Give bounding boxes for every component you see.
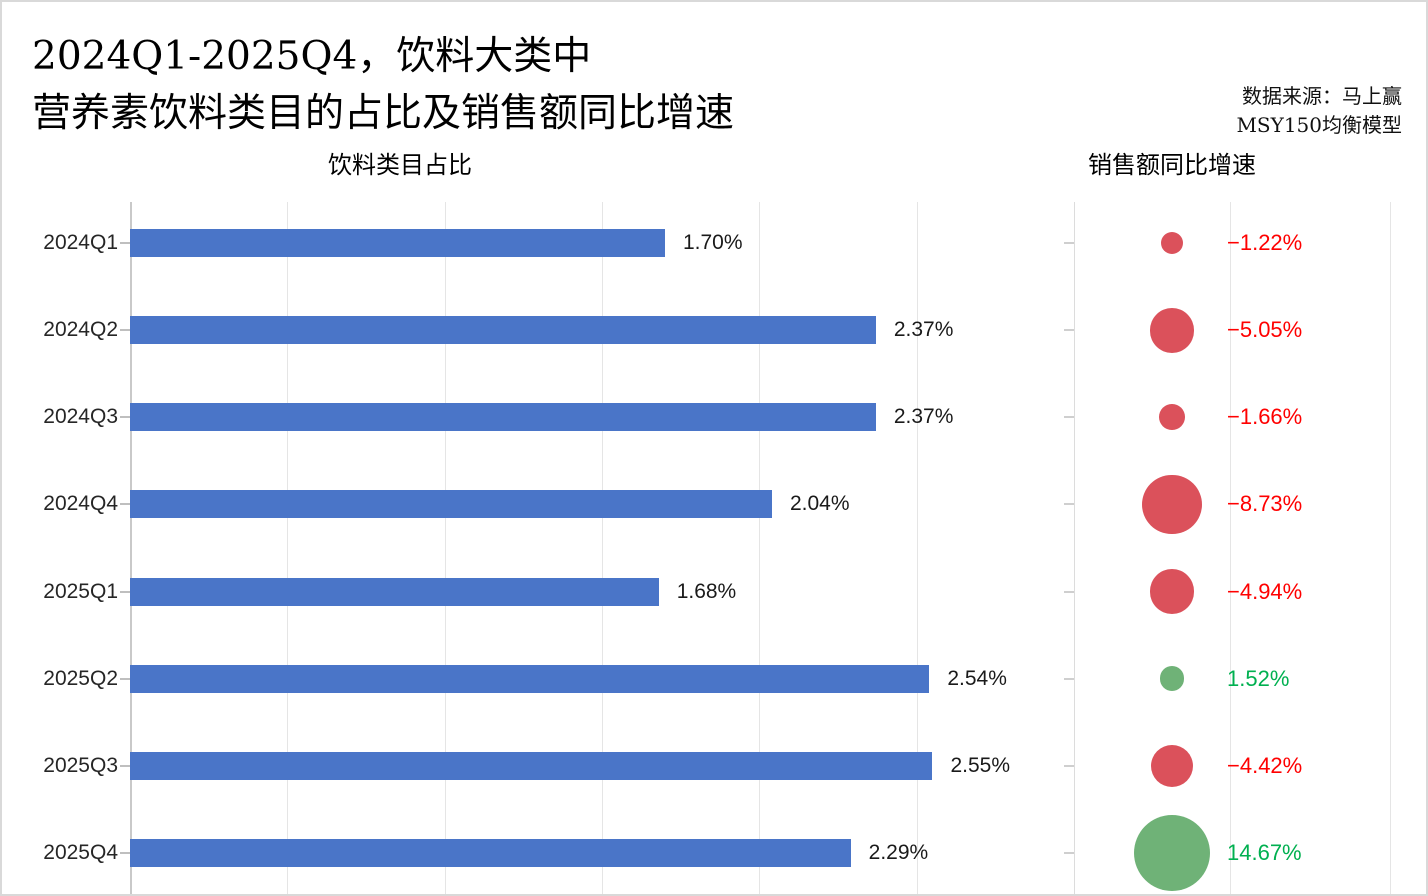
growth-axis-tick — [1064, 416, 1074, 419]
y-axis-label: 2025Q1 — [43, 579, 118, 603]
y-axis-tick — [120, 764, 130, 767]
bar — [130, 838, 851, 867]
share-gridline — [602, 202, 604, 894]
y-axis-tick — [120, 677, 130, 680]
bar-value-label: 1.68% — [676, 579, 737, 603]
growth-axis-tick — [1064, 851, 1074, 854]
y-axis-label: 2025Q3 — [43, 753, 118, 777]
y-axis-tick — [120, 590, 130, 593]
right-panel-title: 销售额同比增速 — [1088, 151, 1256, 179]
y-axis-label: 2024Q2 — [43, 318, 118, 342]
bar-value-label: 2.04% — [789, 492, 850, 516]
y-axis-tick — [120, 329, 130, 332]
bar-value-label: 1.70% — [682, 231, 743, 254]
share-gridline — [287, 202, 289, 894]
y-axis-label: 2024Q3 — [43, 405, 118, 429]
chart-title: 2024Q1-2025Q4，饮料大类中 营养素饮料类目的占比及销售额同比增速 — [32, 28, 734, 142]
data-source-line1: 数据来源：马上赢 — [1242, 84, 1402, 108]
chart-title-line1: 2024Q1-2025Q4，饮料大类中 — [32, 34, 592, 79]
share-axis-line — [130, 202, 132, 894]
bar — [130, 403, 876, 432]
growth-bubble — [1142, 474, 1202, 534]
bar-value-label: 2.37% — [893, 318, 954, 342]
growth-value-label: −4.94% — [1227, 578, 1303, 604]
growth-bubble — [1150, 744, 1194, 787]
bar — [130, 751, 933, 780]
y-axis-label: 2025Q2 — [43, 666, 118, 690]
growth-axis-tick — [1064, 677, 1074, 680]
growth-axis-tick — [1064, 503, 1074, 506]
growth-bubble — [1149, 569, 1195, 614]
growth-gridline — [1390, 202, 1391, 894]
growth-bubble — [1149, 307, 1195, 353]
growth-axis-tick — [1064, 242, 1074, 244]
growth-gridline — [1230, 202, 1231, 894]
data-source-line2: MSY150均衡模型 — [1236, 113, 1402, 137]
bar — [130, 664, 930, 693]
y-axis-tick — [120, 503, 130, 506]
growth-value-label: 14.67% — [1227, 839, 1302, 865]
y-axis-tick — [120, 416, 130, 419]
growth-value-label: −1.22% — [1227, 230, 1303, 255]
growth-bubble — [1133, 814, 1211, 892]
y-axis-label: 2025Q4 — [43, 840, 118, 864]
share-gridline — [444, 202, 446, 894]
growth-value-label: −8.73% — [1227, 491, 1303, 517]
y-axis-tick — [120, 242, 130, 244]
bar — [130, 577, 659, 606]
growth-axis-line — [1074, 202, 1075, 894]
growth-bubble — [1159, 666, 1185, 692]
share-gridline — [916, 202, 918, 894]
growth-bubble — [1160, 231, 1184, 255]
bar-value-label: 2.54% — [947, 666, 1007, 690]
data-source: 数据来源：马上赢 MSY150均衡模型 — [1236, 82, 1402, 140]
growth-value-label: −1.66% — [1227, 404, 1303, 430]
bar — [130, 316, 876, 345]
growth-value-label: −4.42% — [1227, 752, 1303, 778]
bar — [130, 490, 772, 519]
bar-value-label: 2.37% — [893, 405, 954, 429]
growth-value-label: 1.52% — [1227, 665, 1290, 691]
y-axis-tick — [120, 851, 130, 854]
bar-value-label: 2.29% — [868, 840, 929, 864]
growth-axis-tick — [1064, 329, 1074, 332]
growth-axis-tick — [1064, 764, 1074, 767]
left-panel-title: 饮料类目占比 — [328, 151, 472, 179]
y-axis-label: 2024Q1 — [43, 231, 118, 254]
chart-title-line2: 营养素饮料类目的占比及销售额同比增速 — [32, 91, 735, 136]
bar — [130, 229, 665, 257]
growth-bubble — [1159, 404, 1185, 431]
y-axis-label: 2024Q4 — [43, 492, 118, 516]
growth-value-label: −5.05% — [1227, 317, 1303, 343]
share-gridline — [759, 202, 761, 894]
bar-value-label: 2.55% — [950, 753, 1011, 777]
growth-axis-tick — [1064, 590, 1074, 593]
